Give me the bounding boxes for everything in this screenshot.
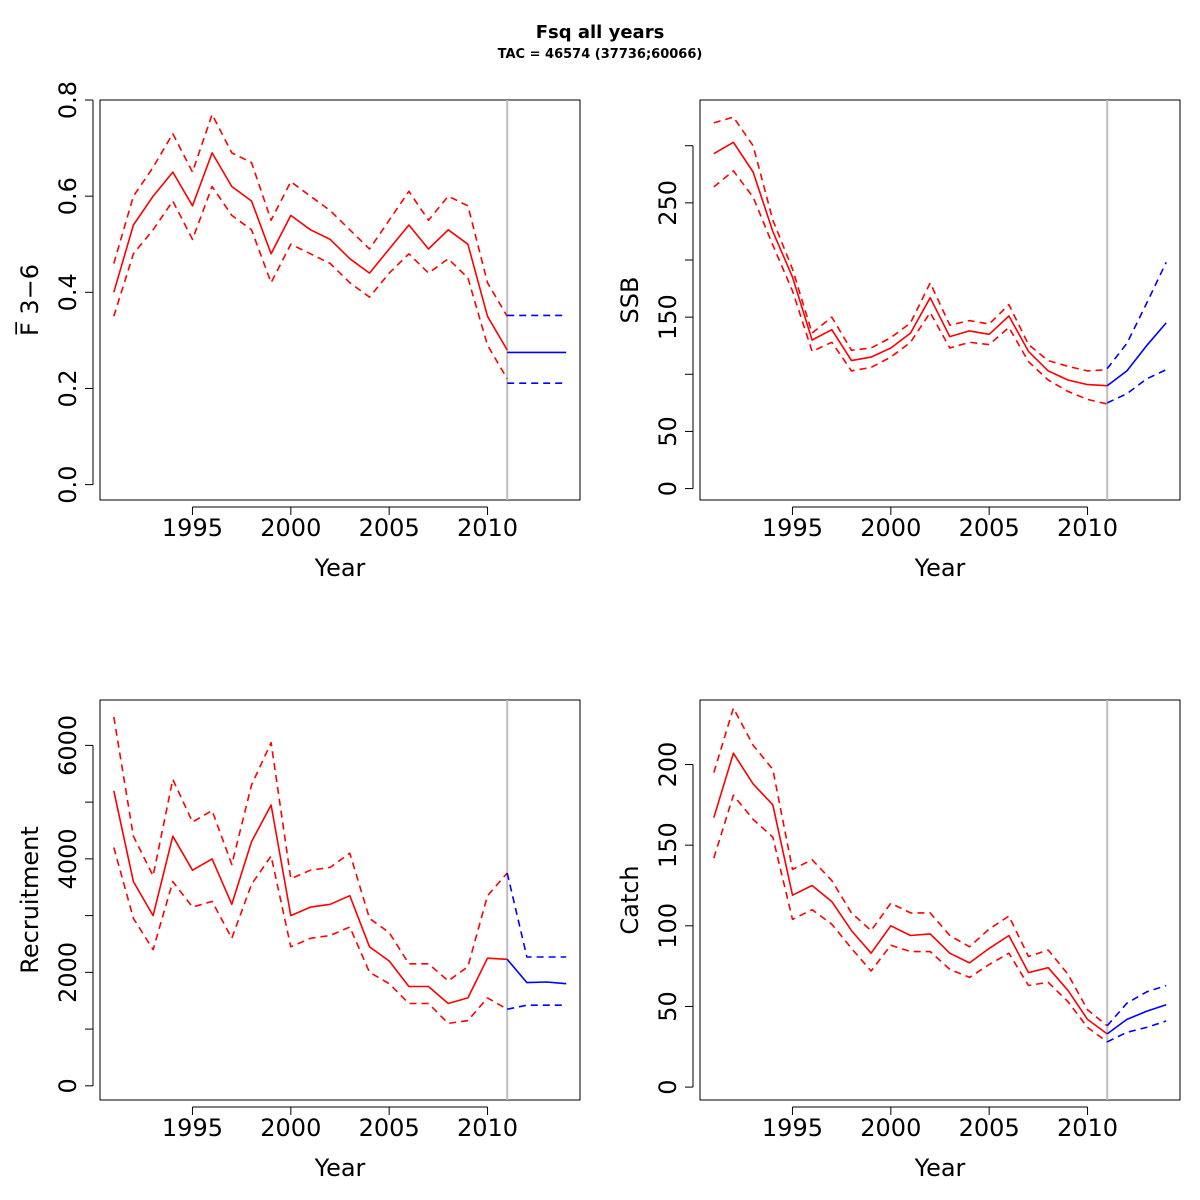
history-estimate-line — [113, 152, 508, 351]
x-tick-label: 2010 — [1057, 514, 1118, 542]
x-tick-label: 2005 — [959, 1114, 1020, 1142]
x-tick-label: 2010 — [457, 1114, 518, 1142]
y-tick-label: 2000 — [54, 942, 82, 1003]
x-tick-label: 2005 — [359, 514, 420, 542]
y-tick-label: 4000 — [54, 828, 82, 889]
y-tick-label: 50 — [654, 991, 682, 1022]
history-estimate-line — [113, 790, 508, 1005]
y-tick-label: 6000 — [54, 715, 82, 776]
x-axis: 1995 2000 2005 2010 Year — [162, 506, 518, 582]
ssb-panel: 1995 2000 2005 2010 Year 0 50 150 250 SSB — [616, 99, 1181, 582]
forecast-lower-ci-line — [1106, 368, 1167, 404]
y-axis: 0.0 0.2 0.4 0.6 0.8 F̅ 3−6 — [15, 81, 94, 504]
x-tick-label: 1995 — [762, 514, 823, 542]
x-axis-title: Year — [314, 554, 366, 582]
forecast-lower-ci-line — [1106, 1020, 1167, 1043]
plot-frame — [699, 99, 1181, 501]
y-tick-label: 250 — [654, 180, 682, 226]
y-tick-label: 150 — [654, 294, 682, 340]
plot-frame — [99, 699, 581, 1101]
figure-subtitle: TAC = 46574 (37736;60066) — [497, 47, 703, 62]
history-upper-ci-line — [713, 116, 1108, 372]
x-axis: 1995 2000 2005 2010 Year — [762, 506, 1118, 582]
y-tick-label: 150 — [654, 822, 682, 868]
y-tick-label: 0.6 — [54, 177, 82, 215]
x-axis-title: Year — [914, 554, 966, 582]
forecast-lower-ci-line — [507, 1004, 567, 1010]
history-lower-ci-line — [713, 170, 1108, 405]
history-upper-ci-line — [113, 716, 508, 982]
x-tick-label: 2000 — [860, 1114, 921, 1142]
y-tick-label: 0.4 — [54, 273, 82, 311]
x-axis-title: Year — [914, 1154, 966, 1182]
y-tick-label: 100 — [654, 903, 682, 949]
y-tick-label: 0 — [654, 1079, 682, 1094]
y-tick-label: 200 — [654, 742, 682, 788]
forecast-estimate-line — [1106, 1004, 1167, 1035]
y-tick-label: 0.2 — [54, 369, 82, 407]
forecast-estimate-line — [1106, 322, 1167, 387]
y-axis: 0 50 150 250 SSB — [616, 145, 694, 496]
y-axis-title: Recruitment — [16, 826, 44, 973]
x-tick-label: 2000 — [260, 514, 321, 542]
y-axis: 0 2000 4000 6000 Recruitment — [16, 715, 94, 1093]
y-axis-title: Catch — [616, 865, 644, 934]
history-lower-ci-line — [713, 794, 1108, 1043]
y-axis-title: SSB — [616, 277, 644, 324]
figure-title: Fsq all years — [535, 22, 665, 43]
forecast-estimate-line — [506, 958, 567, 985]
plot-frame — [99, 99, 581, 501]
x-tick-label: 1995 — [162, 514, 223, 542]
x-axis-title: Year — [314, 1154, 366, 1182]
forecast-upper-ci-line — [506, 872, 567, 958]
x-tick-label: 2010 — [1057, 1114, 1118, 1142]
x-tick-label: 1995 — [162, 1114, 223, 1142]
forecast-upper-ci-line — [1106, 984, 1167, 1027]
forecast-upper-ci-line — [1106, 261, 1167, 370]
y-tick-label: 0 — [654, 481, 682, 496]
y-tick-label: 50 — [654, 416, 682, 447]
y-tick-label: 0.8 — [54, 81, 82, 119]
f-panel: 1995 2000 2005 2010 Year 0.0 0.2 0.4 0.6 0.8 F̅ 3−… — [15, 81, 581, 582]
x-tick-label: 2010 — [457, 514, 518, 542]
history-lower-ci-line — [113, 847, 508, 1025]
catch-panel: 1995 2000 2005 2010 Year 0 50 100 150 200 Catch — [616, 699, 1181, 1182]
x-tick-label: 1995 — [762, 1114, 823, 1142]
history-upper-ci-line — [113, 113, 508, 317]
x-tick-label: 2005 — [959, 514, 1020, 542]
y-tick-label: 0.0 — [54, 466, 82, 504]
x-tick-label: 2000 — [860, 514, 921, 542]
y-tick-label: 0 — [54, 1078, 82, 1093]
history-lower-ci-line — [113, 185, 508, 380]
x-tick-label: 2005 — [359, 1114, 420, 1142]
x-axis: 1995 2000 2005 2010 Year — [762, 1106, 1118, 1182]
history-estimate-line — [713, 141, 1108, 387]
x-axis: 1995 2000 2005 2010 Year — [162, 1106, 518, 1182]
y-axis: 0 50 100 150 200 Catch — [616, 742, 694, 1095]
x-tick-label: 2000 — [260, 1114, 321, 1142]
plot-frame — [699, 699, 1181, 1101]
history-estimate-line — [713, 752, 1108, 1035]
recruitment-panel: 1995 2000 2005 2010 Year 0 2000 4000 6000 Recruit… — [16, 699, 581, 1182]
history-upper-ci-line — [713, 707, 1108, 1027]
y-axis-title: F̅ 3−6 — [15, 264, 44, 336]
